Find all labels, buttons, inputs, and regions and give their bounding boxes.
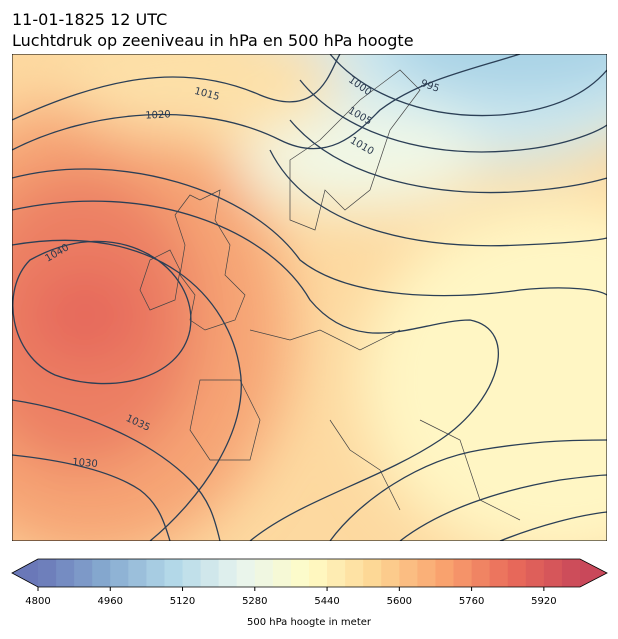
colorbar-box — [272, 559, 292, 587]
colorbar-tick-label: 5440 — [314, 596, 339, 607]
colorbar-box — [38, 559, 57, 587]
colorbar-box — [236, 559, 256, 587]
colorbar-box — [254, 559, 274, 587]
colorbar-box — [110, 559, 129, 587]
colorbar-tick-label: 5280 — [242, 596, 267, 607]
colorbar-box — [489, 559, 509, 587]
colorbar-box — [92, 559, 111, 587]
colorbar-box — [435, 559, 455, 587]
colorbar-tick-label: 4960 — [98, 596, 123, 607]
colorbar-box — [525, 559, 545, 587]
colorbar-box — [345, 559, 364, 587]
contour-label: 1030 — [72, 457, 98, 470]
colorbar-box — [290, 559, 310, 587]
colorbar-extend-high — [580, 559, 607, 587]
colorbar-tick-label: 4800 — [25, 596, 50, 607]
colorbar-extend-low — [12, 559, 38, 587]
colorbar-box — [164, 559, 184, 587]
colorbar: 4800 4960 5120 5280 5440 5600 5760 5920 — [11, 558, 608, 607]
colorbar-tick-label: 5920 — [531, 596, 556, 607]
colorbar-box — [200, 559, 220, 587]
colorbar-box — [146, 559, 165, 587]
colorbar-box — [417, 559, 436, 587]
colorbar-box — [56, 559, 75, 587]
colorbar-box — [74, 559, 93, 587]
colorbar-box — [128, 559, 147, 587]
colorbar-tick-label: 5120 — [170, 596, 195, 607]
colorbar-box — [507, 559, 527, 587]
colorbar-box — [453, 559, 473, 587]
colorbar-box — [309, 559, 328, 587]
colorbar-box — [543, 559, 563, 587]
colorbar-label: 500 hPa hoogte in meter — [247, 617, 372, 628]
contour-label: 1020 — [145, 109, 171, 121]
colorbar-box — [381, 559, 400, 587]
colorbar-box — [471, 559, 491, 587]
map — [12, 54, 607, 541]
colorbar-box — [182, 559, 202, 587]
colorbar-box — [218, 559, 238, 587]
colorbar-box — [399, 559, 418, 587]
title: 11-01-1825 12 UTC — [12, 10, 167, 29]
colorbar-tick-label: 5600 — [387, 596, 412, 607]
colorbar-box — [363, 559, 382, 587]
subtitle: Luchtdruk op zeeniveau in hPa en 500 hPa… — [12, 31, 414, 50]
colorbar-box — [327, 559, 346, 587]
colorbar-tick-label: 5760 — [459, 596, 484, 607]
colorbar-box — [561, 559, 581, 587]
colorbar-outline — [11, 558, 608, 588]
